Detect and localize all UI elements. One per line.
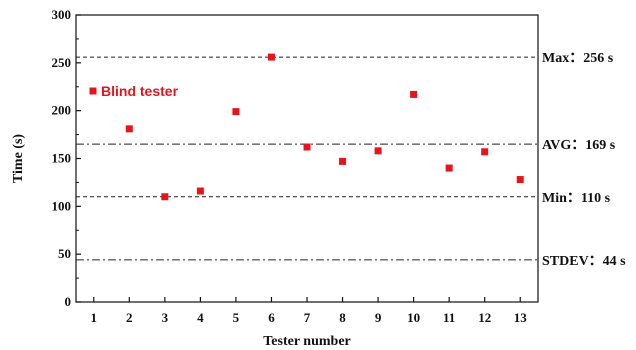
data-point bbox=[445, 164, 453, 172]
x-tick-label: 11 bbox=[443, 310, 455, 325]
x-tick-label: 5 bbox=[233, 310, 240, 325]
x-tick-label: 2 bbox=[126, 310, 133, 325]
x-tick-label: 13 bbox=[514, 310, 528, 325]
x-tick-label: 3 bbox=[162, 310, 169, 325]
x-tick-label: 6 bbox=[268, 310, 275, 325]
data-point bbox=[232, 108, 240, 116]
reference-line-label: Max：256 s bbox=[542, 51, 614, 66]
y-tick-label: 200 bbox=[52, 103, 72, 118]
data-point bbox=[125, 125, 133, 133]
y-tick-label: 150 bbox=[52, 151, 72, 166]
legend-marker bbox=[89, 87, 97, 95]
y-tick-label: 50 bbox=[58, 246, 71, 261]
x-tick-label: 12 bbox=[478, 310, 491, 325]
data-point bbox=[374, 147, 382, 155]
data-point bbox=[410, 90, 418, 98]
legend: Blind tester bbox=[89, 83, 179, 99]
legend-label: Blind tester bbox=[101, 83, 179, 99]
x-tick-label: 1 bbox=[91, 310, 98, 325]
data-point bbox=[516, 176, 524, 184]
y-axis-title: Time (s) bbox=[11, 134, 26, 183]
x-tick-label: 9 bbox=[375, 310, 382, 325]
y-tick-label: 250 bbox=[52, 55, 72, 70]
data-points bbox=[125, 53, 524, 201]
x-tick-label: 10 bbox=[407, 310, 420, 325]
reference-line-label: AVG：169 s bbox=[542, 138, 616, 153]
y-tick-label: 0 bbox=[65, 294, 72, 309]
x-tick-label: 8 bbox=[339, 310, 346, 325]
y-axis-ticks: 0 50 100 150 200 250 300 bbox=[52, 7, 81, 309]
y-tick-label: 100 bbox=[52, 198, 72, 213]
reference-line-label: Min：110 s bbox=[542, 191, 611, 206]
data-point bbox=[481, 148, 489, 156]
x-tick-label: 4 bbox=[197, 310, 204, 325]
x-axis-ticks: 1 2 3 4 5 6 7 8 9 10 11 12 13 bbox=[91, 297, 528, 325]
data-point bbox=[161, 193, 169, 201]
y-tick-label: 300 bbox=[52, 7, 72, 22]
reference-line-label: STDEV：44 s bbox=[542, 254, 626, 269]
x-axis-title: Tester number bbox=[263, 334, 351, 349]
data-point bbox=[339, 157, 347, 165]
data-point bbox=[267, 53, 275, 61]
data-point bbox=[196, 187, 204, 195]
data-point bbox=[303, 143, 311, 151]
x-tick-label: 7 bbox=[304, 310, 311, 325]
reference-lines: Max：256 s AVG：169 s Min：110 s STDEV：44 s bbox=[76, 51, 626, 269]
plot-area-frame bbox=[75, 14, 539, 303]
